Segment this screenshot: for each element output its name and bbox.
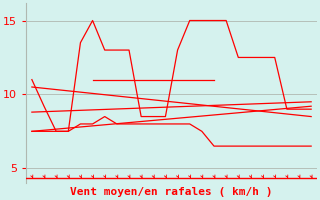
X-axis label: Vent moyen/en rafales ( km/h ): Vent moyen/en rafales ( km/h )	[70, 187, 273, 197]
